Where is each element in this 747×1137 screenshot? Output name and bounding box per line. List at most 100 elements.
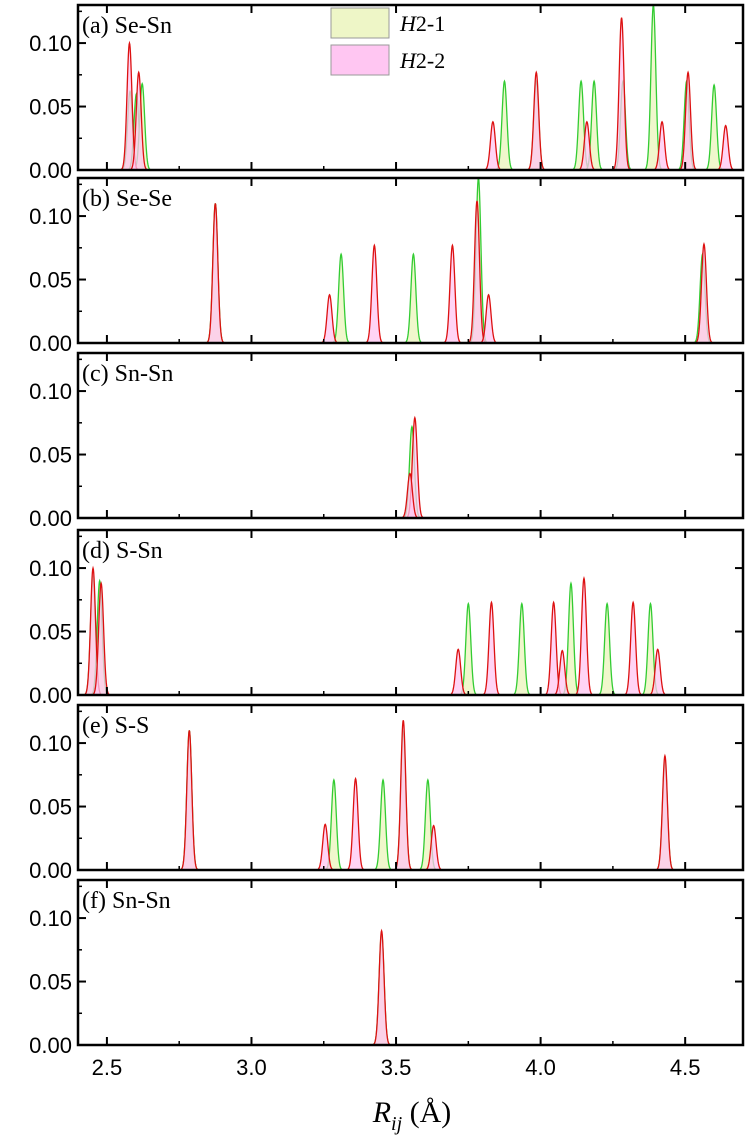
peak-fill <box>478 294 499 343</box>
peak-fill <box>458 603 479 695</box>
peak-fill <box>364 245 385 343</box>
panel-0: 0.00 0.05 0.10 (a) Se-Sn <box>29 3 745 183</box>
peak-fill <box>323 779 345 870</box>
peak-line <box>654 753 676 870</box>
peak-fill <box>693 244 715 343</box>
peak-fill <box>330 254 352 343</box>
peak-line <box>364 243 385 343</box>
series-h2-1 <box>82 574 661 695</box>
y-tick-label: 0.10 <box>29 906 72 931</box>
panel-1: 0.00 0.05 0.10 (b) Se-Se <box>29 176 745 356</box>
y-tick-label: 0.10 <box>29 731 72 756</box>
peak-fill <box>82 568 104 695</box>
peak-line <box>372 778 394 870</box>
panel-plot-area <box>399 415 426 518</box>
x-tick-label: 4.0 <box>525 1055 556 1080</box>
peak-fill <box>119 43 140 170</box>
peak-fill <box>703 84 725 170</box>
series-h2-2 <box>371 928 392 1045</box>
y-tick-label: 0.10 <box>29 556 72 581</box>
peak-fill <box>611 17 632 170</box>
panel-label: (f) Sn-Sn <box>82 888 171 914</box>
y-tick-label: 0.00 <box>29 331 72 356</box>
panel-label: (c) Sn-Sn <box>82 361 173 387</box>
x-tick-label: 3.5 <box>381 1055 412 1080</box>
peak-fill <box>643 5 664 170</box>
peak-line <box>677 70 699 170</box>
panel-frame <box>76 3 745 172</box>
peak-fill <box>647 649 669 695</box>
panel-4: 0.00 0.05 0.10 (e) S-S <box>29 703 745 883</box>
series-h2-2 <box>119 17 736 170</box>
panel-plot-area <box>204 178 715 343</box>
peak-fill <box>583 81 605 170</box>
panel-frame <box>76 176 745 345</box>
y-tick-label: 0.05 <box>29 268 72 293</box>
peak-fill <box>423 825 444 870</box>
x-tick-label: 3.0 <box>236 1055 267 1080</box>
peak-fill <box>128 72 150 170</box>
peak-fill <box>651 121 673 170</box>
peak-fill <box>596 603 618 695</box>
peak-line <box>178 730 200 870</box>
peak-fill <box>715 125 736 170</box>
panel-5: 0.00 0.05 0.10 (f) Sn-Sn <box>29 878 745 1058</box>
peak-line <box>525 70 547 170</box>
panel-label: (a) Se-Sn <box>82 13 172 39</box>
panel-frame <box>76 528 745 697</box>
peak-fill <box>417 779 439 870</box>
peak-fill <box>481 602 502 695</box>
peak-line <box>693 242 715 343</box>
peak-fill <box>494 81 515 170</box>
panel-frame <box>76 703 745 872</box>
peak-fill <box>319 294 340 343</box>
peak-fill <box>551 650 573 695</box>
peak-fill <box>654 755 676 870</box>
series-h2-1 <box>178 730 676 870</box>
peak-fill <box>560 583 582 695</box>
peak-fill <box>442 245 463 343</box>
peak-fill <box>570 81 592 170</box>
peak-fill <box>392 720 414 870</box>
peak-fill <box>640 603 661 695</box>
peak-line <box>128 70 150 170</box>
peak-fill <box>576 121 598 170</box>
panel-frame <box>76 878 745 1047</box>
peak-fill <box>482 121 504 170</box>
peak-fill <box>345 778 366 870</box>
peak-line <box>403 252 424 343</box>
peak-line <box>622 600 644 695</box>
peak-fill <box>573 578 595 695</box>
peak-fill <box>404 417 426 518</box>
peak-fill <box>677 72 699 170</box>
legend: H2-1 H2-2 <box>330 7 445 76</box>
y-tick-label: 0.05 <box>29 620 72 645</box>
peak-line <box>596 601 618 695</box>
peak-fill <box>543 602 564 695</box>
panel-2: 0.00 0.05 0.10 (c) Sn-Sn <box>29 351 745 531</box>
peak-line <box>204 203 226 343</box>
y-tick-label: 0.05 <box>29 795 72 820</box>
legend-label: H2-2 <box>399 48 445 73</box>
peak-line <box>611 17 632 170</box>
peak-fill <box>511 603 533 695</box>
series-h2-1 <box>204 178 713 343</box>
peak-fill <box>403 254 424 343</box>
legend-swatch <box>330 44 390 76</box>
y-tick-label: 0.10 <box>29 379 72 404</box>
panel-label: (e) S-S <box>82 713 149 739</box>
peak-fill <box>525 72 547 170</box>
y-tick-label: 0.00 <box>29 858 72 883</box>
panel-plot-area <box>82 565 669 695</box>
peak-line <box>90 581 112 695</box>
panel-label: (b) Se-Se <box>82 186 172 212</box>
peak-line <box>573 575 595 695</box>
panel-3: 0.00 0.05 0.10 (d) S-Sn <box>29 528 745 708</box>
peak-fill <box>90 583 112 695</box>
peak-fill <box>447 649 469 695</box>
y-tick-label: 0.10 <box>29 204 72 229</box>
peak-fill <box>178 730 200 870</box>
peak-fill <box>371 930 392 1045</box>
y-tick-label: 0.00 <box>29 683 72 708</box>
